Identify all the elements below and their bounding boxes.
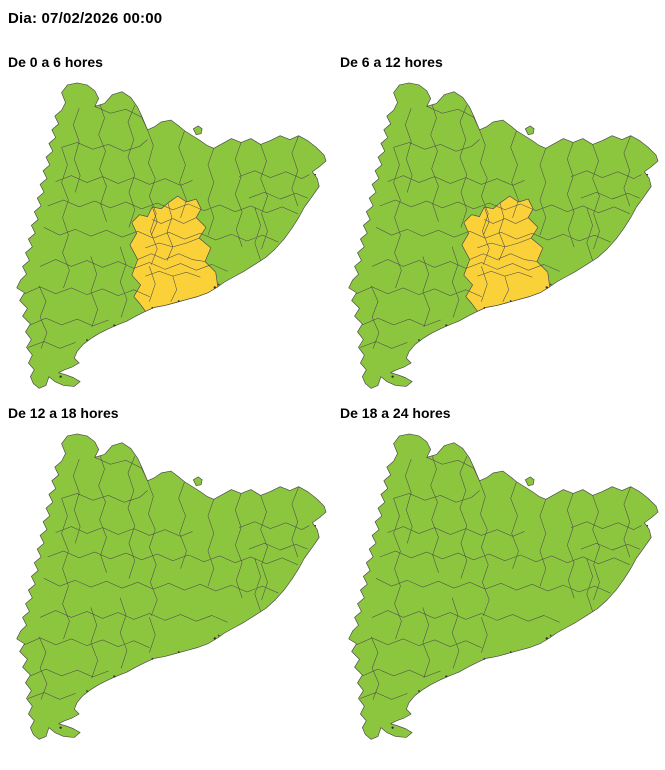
catalonia-warning-map [337,81,659,391]
time-interval-label: De 18 a 24 hores [340,405,451,422]
forecast-grid: De 0 a 6 hores De 6 a 12 hores De 12 a 1… [0,54,665,743]
map-panel-6-12h: De 6 a 12 hores [332,54,665,391]
catalonia-land [17,434,326,739]
catalonia-warning-map [5,81,327,391]
map-panel-0-6h: De 0 a 6 hores [0,54,332,391]
time-interval-label: De 6 a 12 hores [340,54,443,70]
page-title: Dia: 07/02/2026 00:00 [8,10,163,27]
map-panel-12-18h: De 12 a 18 hores [0,405,332,742]
catalonia-warning-map [5,432,327,742]
map-panel-18-24h: De 18 a 24 hores [332,405,665,742]
catalonia-land [349,434,658,739]
time-interval-label: De 0 a 6 hores [8,54,103,70]
catalonia-warning-map [337,432,659,742]
time-interval-label: De 12 a 18 hores [8,405,119,422]
